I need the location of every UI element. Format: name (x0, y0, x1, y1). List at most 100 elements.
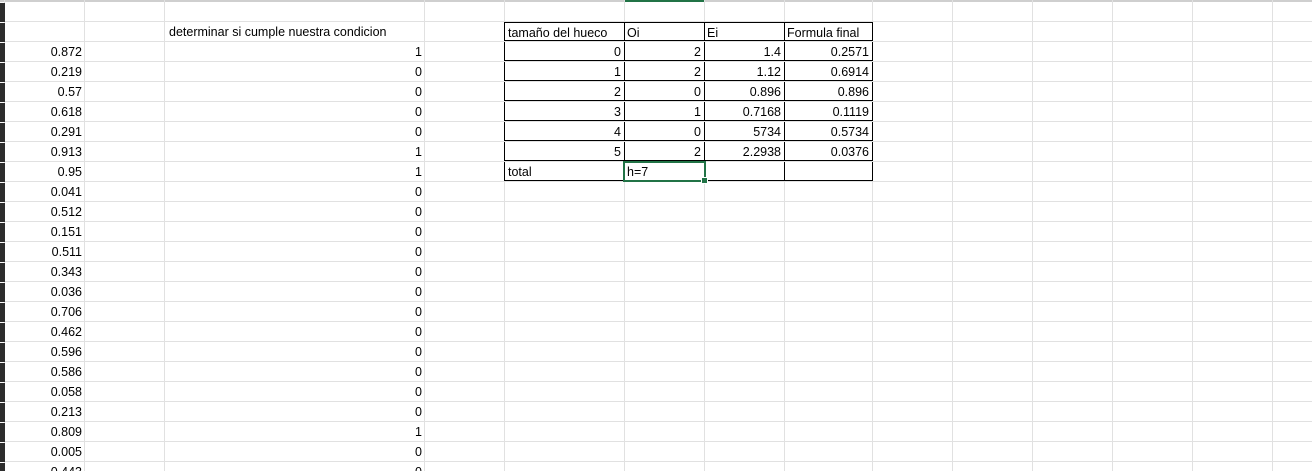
table-cell[interactable]: 0.5734 (784, 122, 873, 141)
table-cell[interactable]: 2 (624, 62, 705, 81)
table-cell[interactable]: 2 (504, 82, 625, 101)
table-header-cell[interactable]: tamaño del hueco (504, 22, 625, 41)
row-header[interactable] (0, 123, 5, 142)
cell-c-value[interactable]: 0 (415, 245, 422, 259)
cell-a-value[interactable]: 0.005 (50, 445, 82, 459)
row-header[interactable] (0, 403, 5, 422)
row-header[interactable] (0, 263, 5, 282)
cell-c-value[interactable]: 1 (415, 145, 422, 159)
table-total-oi[interactable]: h=7 (623, 161, 706, 182)
table-cell[interactable]: 5 (504, 142, 625, 161)
table-cell[interactable]: 5734 (704, 122, 785, 141)
cell-a-value[interactable]: 0.57 (57, 85, 82, 99)
table-cell[interactable]: 0 (504, 42, 625, 61)
cell-a-value[interactable]: 0.511 (51, 245, 82, 259)
row-header[interactable] (0, 343, 5, 362)
table-cell[interactable]: 0 (624, 82, 705, 101)
cell-c-value[interactable]: 0 (415, 365, 422, 379)
cell-a-value[interactable]: 0.443 (4, 462, 85, 471)
row-header[interactable] (0, 183, 5, 202)
row-header[interactable] (0, 143, 5, 162)
cell-c-value[interactable]: 1 (415, 45, 422, 59)
cell-c-value[interactable]: 0 (415, 225, 422, 239)
cell-c-value[interactable]: 0 (415, 185, 422, 199)
cell-c-value[interactable]: 1 (415, 165, 422, 179)
cell-a-value[interactable]: 0.706 (50, 305, 82, 319)
row-header[interactable] (0, 443, 5, 462)
column-c-header[interactable]: determinar si cumple nuestra condicion (169, 25, 387, 39)
table-cell[interactable]: 0.896 (784, 82, 873, 101)
cell-a-value[interactable]: 0.462 (50, 325, 82, 339)
table-cell[interactable]: 1 (504, 62, 625, 81)
table-cell[interactable]: 0.896 (704, 82, 785, 101)
row-header[interactable] (0, 223, 5, 242)
table-cell[interactable]: 2 (624, 42, 705, 61)
cell-c-value[interactable]: 0 (415, 345, 422, 359)
cell-a-value[interactable]: 0.291 (50, 125, 82, 139)
table-cell[interactable]: 0.7168 (704, 102, 785, 121)
row-header[interactable] (0, 203, 5, 222)
table-cell[interactable]: 2.2938 (704, 142, 785, 161)
table-cell[interactable]: 0.2571 (784, 42, 873, 61)
cell-a-value[interactable]: 0.151 (50, 225, 82, 239)
table-cell[interactable]: 1.12 (704, 62, 785, 81)
cell-c-value[interactable]: 0 (415, 385, 422, 399)
fill-handle[interactable] (701, 177, 708, 184)
cell-a-value[interactable]: 0.872 (50, 45, 82, 59)
cell-c-value[interactable]: 0 (415, 85, 422, 99)
cell-c-value[interactable]: 0 (415, 125, 422, 139)
table-cell[interactable]: 2 (624, 142, 705, 161)
table-header-cell[interactable]: Oi (624, 22, 705, 41)
cell-a-value[interactable]: 0.95 (57, 165, 82, 179)
table-cell[interactable]: 1.4 (704, 42, 785, 61)
row-header[interactable] (0, 423, 5, 442)
cell-a-value[interactable]: 0.618 (50, 105, 82, 119)
table-cell[interactable]: 0.6914 (784, 62, 873, 81)
table-header-cell[interactable]: Formula final (784, 22, 873, 41)
cell-c-value[interactable]: 0 (415, 325, 422, 339)
cell-a-value[interactable]: 0.036 (50, 285, 82, 299)
cell-c-value[interactable]: 0 (415, 205, 422, 219)
cell-c-value[interactable]: 0 (415, 445, 422, 459)
cell-a-value[interactable]: 0.058 (50, 385, 82, 399)
row-header[interactable] (0, 163, 5, 182)
cell-c-value[interactable]: 0 (415, 105, 422, 119)
cell-a-value[interactable]: 0.219 (50, 65, 82, 79)
table-header-cell[interactable]: Ei (704, 22, 785, 41)
table-cell[interactable]: 0.1119 (784, 102, 873, 121)
cell-a-value[interactable]: 0.913 (50, 145, 82, 159)
row-header[interactable] (0, 23, 5, 42)
cell-a-value[interactable]: 0.041 (50, 185, 82, 199)
cell-c-value[interactable]: 0 (164, 462, 425, 471)
cell-a-value[interactable]: 0.596 (50, 345, 82, 359)
row-header[interactable] (0, 43, 5, 62)
cell-a-value[interactable]: 0.586 (50, 365, 82, 379)
row-header[interactable] (0, 63, 5, 82)
cell-c-value[interactable]: 0 (415, 305, 422, 319)
row-header[interactable] (0, 3, 5, 22)
cell-a-value[interactable]: 0.809 (50, 425, 82, 439)
cell-c-value[interactable]: 0 (415, 265, 422, 279)
cell-a-value[interactable]: 0.343 (50, 265, 82, 279)
row-header[interactable] (0, 463, 5, 471)
row-header[interactable] (0, 283, 5, 302)
row-header[interactable] (0, 243, 5, 262)
cell-c-value[interactable]: 0 (415, 405, 422, 419)
table-cell[interactable]: 4 (504, 122, 625, 141)
cell-a-value[interactable]: 0.213 (50, 405, 82, 419)
row-header[interactable] (0, 383, 5, 402)
cell-c-value[interactable]: 0 (415, 285, 422, 299)
cell-a-value[interactable]: 0.512 (50, 205, 82, 219)
row-header[interactable] (0, 83, 5, 102)
cell-c-value[interactable]: 0 (415, 65, 422, 79)
row-header[interactable] (0, 363, 5, 382)
cell-c-value[interactable]: 1 (415, 425, 422, 439)
table-cell[interactable]: 1 (624, 102, 705, 121)
table-total-formula[interactable] (784, 162, 873, 181)
table-cell[interactable]: 0.0376 (784, 142, 873, 161)
table-cell[interactable]: 0 (624, 122, 705, 141)
row-header[interactable] (0, 103, 5, 122)
table-total-ei[interactable] (704, 162, 785, 181)
table-cell[interactable]: 3 (504, 102, 625, 121)
